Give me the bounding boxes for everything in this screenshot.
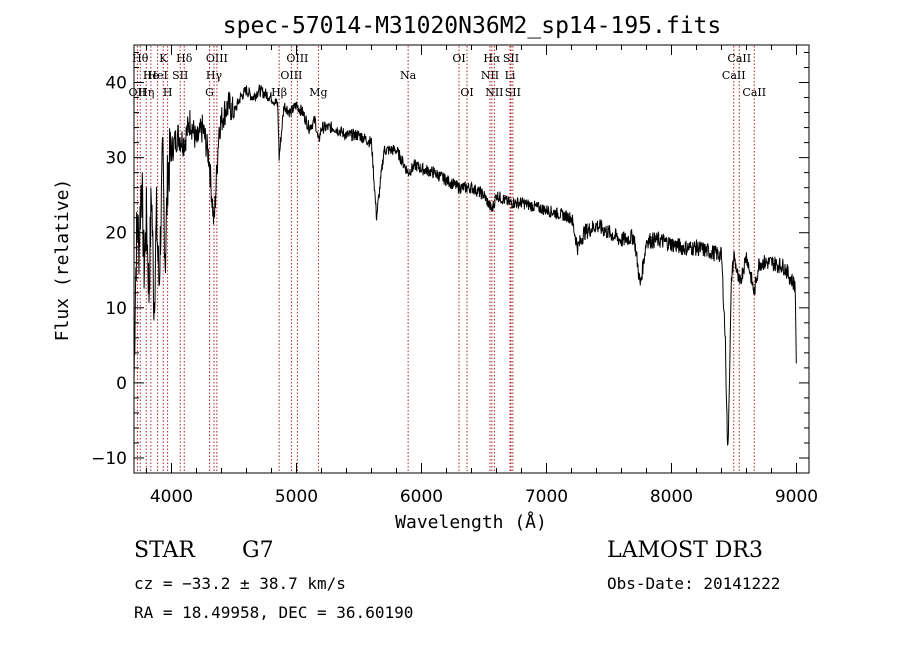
y-tick-label-4: 30 — [105, 149, 127, 169]
x-axis-label: Wavelength (Å) — [395, 511, 547, 533]
y-tick-label-1: 0 — [116, 374, 127, 394]
observation-date: Obs-Date: 20141222 — [607, 574, 781, 593]
x-tick-label-4: 8000 — [650, 487, 693, 507]
marker-label-24: SII — [505, 86, 521, 99]
x-axis: 4000 5000 6000 7000 8000 9000 — [146, 45, 818, 507]
marker-label-4: HeI — [147, 69, 167, 82]
y-tick-label-0: −10 — [91, 449, 127, 469]
marker-label-22: Li — [505, 69, 516, 82]
marker-label-6: H — [163, 86, 173, 99]
chart-title: spec-57014-M31020N36M2_sp14-195.fits — [223, 13, 722, 39]
coordinates: RA = 18.49958, DEC = 36.60190 — [134, 603, 414, 622]
marker-label-9: G — [205, 86, 214, 99]
marker-label-10: Hγ — [206, 69, 223, 82]
survey-name: LAMOST DR3 — [607, 538, 763, 563]
marker-lines — [136, 46, 755, 472]
marker-label-8: Hδ — [176, 52, 193, 65]
object-class: STAR — [134, 538, 195, 563]
subclass: G7 — [242, 538, 274, 563]
marker-label-18: OI — [460, 86, 473, 99]
marker-label-12: Hβ — [271, 86, 287, 99]
marker-label-15: Mg — [309, 86, 327, 99]
x-tick-label-5: 9000 — [775, 487, 818, 507]
marker-label-27: CaII — [742, 86, 766, 99]
marker-label-20: Hα — [483, 52, 501, 65]
x-tick-label-3: 7000 — [525, 487, 568, 507]
marker-label-21: NII — [485, 86, 503, 99]
spectrum-line — [133, 84, 797, 446]
marker-label-3: He — [143, 69, 159, 82]
marker-label-13: OIII — [280, 69, 302, 82]
marker-label-17: OI — [452, 52, 465, 65]
marker-label-11: OIII — [206, 52, 228, 65]
marker-label-14: OIII — [286, 52, 308, 65]
y-tick-label-5: 40 — [105, 74, 127, 94]
marker-label-16: Na — [400, 69, 417, 82]
y-axis: −10 0 10 20 30 40 — [91, 52, 809, 469]
marker-label-2: Hη — [138, 86, 154, 99]
marker-label-26: CaII — [727, 52, 751, 65]
marker-label-25: CaII — [722, 69, 746, 82]
x-tick-label-1: 5000 — [275, 487, 318, 507]
redshift-velocity: cz = −33.2 ± 38.7 km/s — [134, 574, 346, 593]
marker-label-0: Hθ — [132, 52, 149, 65]
marker-label-5: K — [159, 52, 168, 65]
y-tick-label-3: 20 — [105, 224, 127, 244]
y-tick-label-2: 10 — [105, 299, 127, 319]
marker-label-19: NII — [481, 69, 499, 82]
x-tick-label-2: 6000 — [400, 487, 443, 507]
marker-label-1: OII — [129, 86, 147, 99]
plot-frame — [133, 44, 810, 474]
marker-label-23: SII — [503, 52, 519, 65]
marker-label-7: SII — [172, 69, 188, 82]
x-tick-label-0: 4000 — [150, 487, 193, 507]
y-axis-label: Flux (relative) — [52, 179, 73, 342]
